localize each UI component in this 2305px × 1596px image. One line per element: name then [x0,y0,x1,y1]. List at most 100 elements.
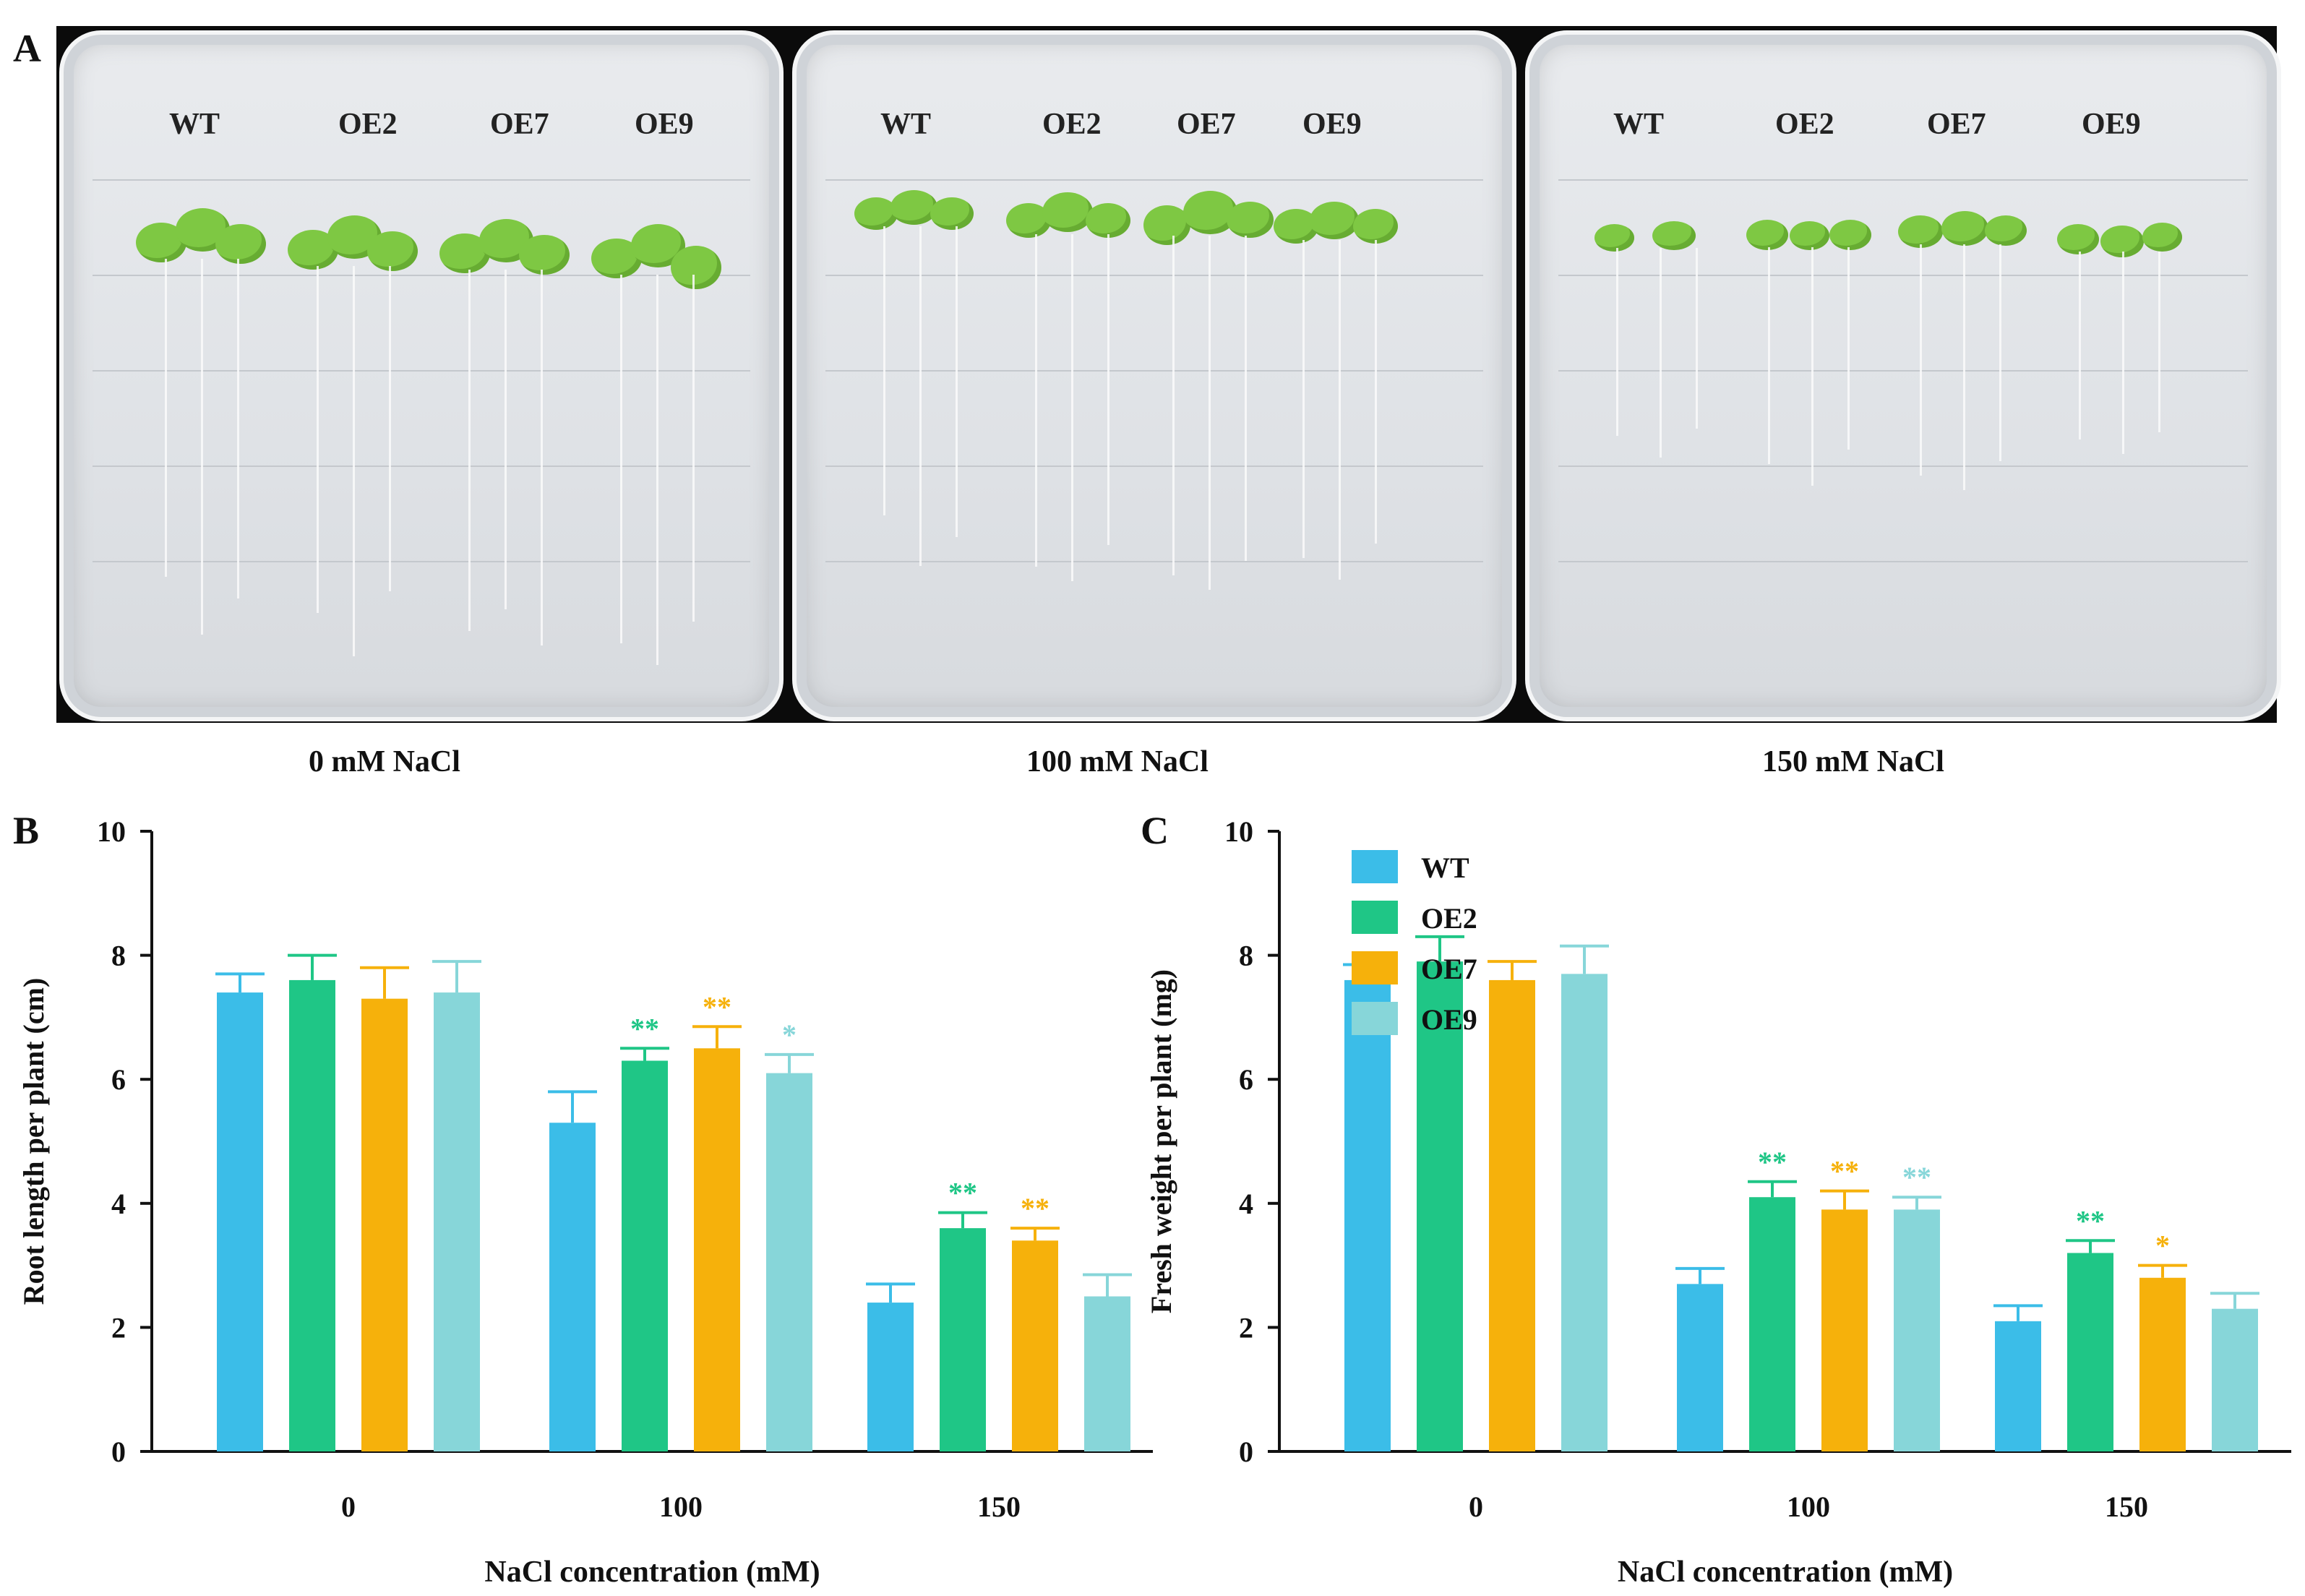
bar-wt-0 [1344,979,1391,1451]
significance-mark: ** [630,1012,659,1044]
significance-mark: ** [2076,1204,2105,1237]
bar-oe2-150 [2067,1253,2113,1451]
x-tick-label: 150 [2105,1490,2148,1523]
plate-150mm: WT OE2 OE7 OE9 [1525,30,2281,721]
bar-oe7-100 [1821,1209,1868,1451]
x-tick-label: 0 [341,1490,356,1523]
y-tick-label: 0 [111,1436,126,1468]
bar-oe2-100 [1749,1197,1795,1451]
condition-label-0mm: 0 mM NaCl [309,745,460,778]
bar-oe2-0 [1417,961,1463,1451]
bar-wt-100 [549,1123,596,1451]
plate-100mm: WT OE2 OE7 OE9 [792,30,1516,721]
y-tick-label: 2 [1239,1311,1253,1344]
plate-150mm-label-oe2: OE2 [1775,108,1834,141]
x-axis-label: NaCl concentration (mM) [484,1556,820,1589]
bar-wt-150 [867,1303,914,1451]
legend-label-oe2: OE2 [1421,902,1477,935]
plate-100mm-label-oe7: OE7 [1177,108,1236,141]
seedling-group [288,215,425,656]
root-length-chart: 0 2 4 6 8 10 Root length per plant (cm) NaCl co… [17,815,1153,1589]
y-tick-label: 2 [111,1311,126,1344]
bar-oe9-0 [1561,974,1608,1451]
bar-oe7-150 [2139,1277,2186,1451]
significance-mark: ** [1830,1155,1859,1188]
condition-label-100mm: 100 mM NaCl [1026,745,1209,778]
plate-100mm-label-wt: WT [880,108,932,141]
plate-0mm-label-wt: WT [169,108,220,141]
panel-label-c: C [1141,809,1169,852]
significance-mark: ** [1758,1146,1787,1178]
bar-oe7-0 [1489,979,1535,1451]
significance-mark: ** [948,1177,977,1209]
legend-swatch-oe9 [1352,1002,1398,1035]
x-tick-label: 150 [977,1490,1021,1523]
plate-0mm-label-oe2: OE2 [338,108,398,141]
bar-oe9-100 [1894,1209,1940,1451]
seedling-group [1274,198,1411,580]
bar-oe9-0 [434,992,480,1451]
bar-wt-100 [1677,1284,1723,1451]
panel-label-a: A [13,27,41,70]
seedling-group [136,208,273,635]
plate-0mm-label-oe9: OE9 [635,108,694,141]
plate-100mm-label-oe2: OE2 [1042,108,1102,141]
fresh-weight-chart: 0 2 4 6 8 10 Fresh weight per plant (mg) NaCl c… [1145,815,2291,1589]
plate-100mm-label-oe9: OE9 [1302,108,1362,141]
plate-photo-panel: WT OE2 OE7 OE9 WT OE2 OE7 OE9 [56,26,2281,723]
y-tick-label: 8 [1239,940,1253,972]
x-tick-label: 100 [1787,1490,1830,1523]
y-tick-label: 10 [1224,815,1253,848]
seedling-group [439,219,577,645]
significance-mark: * [2155,1230,2170,1262]
seedling-group [2057,217,2194,454]
plate-150mm-label-oe9: OE9 [2082,108,2141,141]
y-axis-label: Root length per plant (cm) [17,978,50,1305]
legend-swatch-oe2 [1352,901,1398,934]
y-tick-label: 10 [97,815,126,848]
significance-mark: ** [1902,1161,1931,1193]
plate-150mm-label-oe7: OE7 [1927,108,1986,141]
y-tick-label: 8 [111,940,126,972]
plate-0mm: WT OE2 OE7 OE9 [59,30,784,721]
legend-swatch-wt [1352,850,1398,883]
x-tick-label: 0 [1469,1490,1483,1523]
y-tick-label: 4 [111,1188,126,1220]
bar-oe9-100 [766,1073,812,1451]
legend-swatch-oe7 [1352,951,1398,984]
bar-oe7-100 [694,1048,740,1451]
bar-oe7-0 [361,998,408,1451]
bar-wt-0 [217,992,263,1451]
significance-mark: ** [703,990,731,1023]
plate-0mm-label-oe7: OE7 [490,108,549,141]
seedling-group [1594,215,1732,458]
y-tick-label: 0 [1239,1436,1253,1468]
seedling-group [854,186,992,566]
bar-oe2-0 [289,979,335,1451]
legend-label-wt: WT [1421,851,1469,884]
bar-oe7-150 [1012,1240,1058,1451]
significance-mark: * [782,1018,797,1051]
bar-oe2-100 [622,1060,668,1451]
condition-label-150mm: 150 mM NaCl [1762,745,1944,778]
seedling-group [1746,213,1884,486]
bar-oe9-150 [1084,1296,1130,1451]
bar-oe9-150 [2212,1308,2258,1451]
seedling-group [1006,192,1143,581]
plate-150mm-label-wt: WT [1613,108,1665,141]
panel-label-b: B [13,809,40,852]
bar-wt-150 [1995,1321,2041,1451]
y-axis-label: Fresh weight per plant (mg) [1145,969,1177,1313]
seedling-group [591,224,729,665]
seedling-group [1898,208,2035,490]
x-axis-label: NaCl concentration (mM) [1618,1556,1953,1589]
legend-label-oe9: OE9 [1421,1003,1477,1036]
y-tick-label: 4 [1239,1188,1253,1220]
y-tick-label: 6 [111,1063,126,1096]
seedling-group [1143,191,1281,590]
y-tick-label: 6 [1239,1063,1253,1096]
x-tick-label: 100 [659,1490,703,1523]
legend-label-oe7: OE7 [1421,953,1477,985]
bar-oe2-150 [940,1228,986,1451]
significance-mark: ** [1021,1192,1050,1224]
